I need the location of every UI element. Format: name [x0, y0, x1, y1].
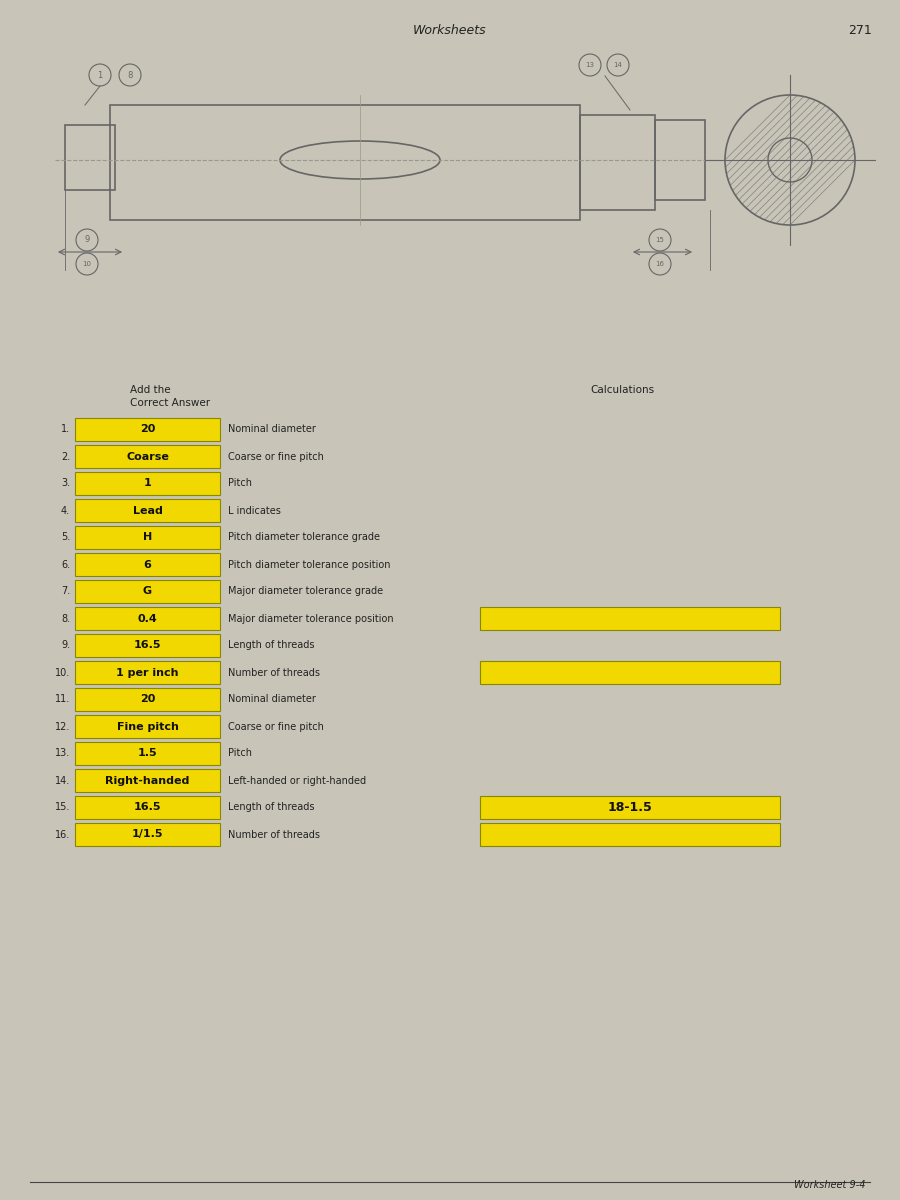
Text: 4.: 4.: [61, 505, 70, 516]
Bar: [75, 715, 220, 738]
Bar: [580, 115, 655, 210]
Text: 5.: 5.: [61, 533, 70, 542]
Bar: [75, 823, 220, 846]
Text: Calculations: Calculations: [590, 385, 654, 395]
Text: Nominal diameter: Nominal diameter: [228, 425, 316, 434]
Bar: [75, 796, 220, 818]
Text: Correct Answer: Correct Answer: [130, 398, 210, 408]
Text: Coarse: Coarse: [126, 451, 169, 462]
Text: 10: 10: [83, 260, 92, 266]
Text: 16: 16: [655, 260, 664, 266]
Text: 6: 6: [144, 559, 151, 570]
Text: 1: 1: [144, 479, 151, 488]
Text: Pitch diameter tolerance grade: Pitch diameter tolerance grade: [228, 533, 380, 542]
Text: 7.: 7.: [61, 587, 70, 596]
Text: 16.5: 16.5: [134, 803, 161, 812]
Bar: [75, 526, 220, 550]
Text: 12.: 12.: [55, 721, 70, 732]
Bar: [655, 120, 705, 200]
Text: 1: 1: [97, 71, 103, 79]
Bar: [110, 104, 580, 220]
Text: 16.: 16.: [55, 829, 70, 840]
Text: Nominal diameter: Nominal diameter: [228, 695, 316, 704]
Text: Pitch diameter tolerance position: Pitch diameter tolerance position: [228, 559, 391, 570]
Text: Left-handed or right-handed: Left-handed or right-handed: [228, 775, 366, 786]
Bar: [75, 445, 220, 468]
Text: G: G: [143, 587, 152, 596]
Text: 0.4: 0.4: [138, 613, 157, 624]
Text: 20: 20: [140, 425, 155, 434]
Text: 8.: 8.: [61, 613, 70, 624]
Bar: [480, 661, 780, 684]
Bar: [75, 418, 220, 440]
Text: 13: 13: [586, 62, 595, 68]
Text: 15: 15: [655, 236, 664, 242]
Text: 14.: 14.: [55, 775, 70, 786]
Text: 9.: 9.: [61, 641, 70, 650]
Bar: [65, 125, 115, 190]
Bar: [480, 607, 780, 630]
Text: 20: 20: [140, 695, 155, 704]
Text: Coarse or fine pitch: Coarse or fine pitch: [228, 721, 324, 732]
Text: H: H: [143, 533, 152, 542]
Text: Number of threads: Number of threads: [228, 667, 320, 678]
Text: Major diameter tolerance position: Major diameter tolerance position: [228, 613, 393, 624]
Bar: [75, 661, 220, 684]
Text: Length of threads: Length of threads: [228, 641, 314, 650]
Text: 271: 271: [848, 24, 872, 36]
Text: 10.: 10.: [55, 667, 70, 678]
Text: 11.: 11.: [55, 695, 70, 704]
Text: 6.: 6.: [61, 559, 70, 570]
Text: 1.5: 1.5: [138, 749, 157, 758]
Text: Length of threads: Length of threads: [228, 803, 314, 812]
Text: 14: 14: [614, 62, 623, 68]
Text: 1.: 1.: [61, 425, 70, 434]
Text: Add the: Add the: [130, 385, 171, 395]
Text: Right-handed: Right-handed: [105, 775, 190, 786]
Text: Worksheets: Worksheets: [413, 24, 487, 36]
Text: 1/1.5: 1/1.5: [131, 829, 163, 840]
Bar: [75, 634, 220, 658]
Bar: [75, 472, 220, 494]
Bar: [75, 742, 220, 766]
Text: Fine pitch: Fine pitch: [117, 721, 178, 732]
Text: Worksheet 9-4: Worksheet 9-4: [794, 1180, 865, 1190]
Text: 9: 9: [85, 235, 90, 245]
Text: 15.: 15.: [55, 803, 70, 812]
Text: Pitch: Pitch: [228, 749, 252, 758]
Bar: [75, 553, 220, 576]
Text: Pitch: Pitch: [228, 479, 252, 488]
Text: 2.: 2.: [61, 451, 70, 462]
Text: Major diameter tolerance grade: Major diameter tolerance grade: [228, 587, 383, 596]
Bar: [75, 499, 220, 522]
Text: Coarse or fine pitch: Coarse or fine pitch: [228, 451, 324, 462]
Circle shape: [768, 138, 812, 182]
Bar: [75, 688, 220, 710]
Text: Lead: Lead: [132, 505, 162, 516]
Text: 8: 8: [127, 71, 132, 79]
Bar: [480, 823, 780, 846]
Bar: [75, 607, 220, 630]
Text: 1 per inch: 1 per inch: [116, 667, 179, 678]
Bar: [75, 769, 220, 792]
Text: 18-1.5: 18-1.5: [608, 802, 652, 814]
Bar: [75, 580, 220, 602]
Text: 13.: 13.: [55, 749, 70, 758]
Text: Number of threads: Number of threads: [228, 829, 320, 840]
Text: 16.5: 16.5: [134, 641, 161, 650]
Text: L indicates: L indicates: [228, 505, 281, 516]
Bar: [480, 796, 780, 818]
Text: 3.: 3.: [61, 479, 70, 488]
